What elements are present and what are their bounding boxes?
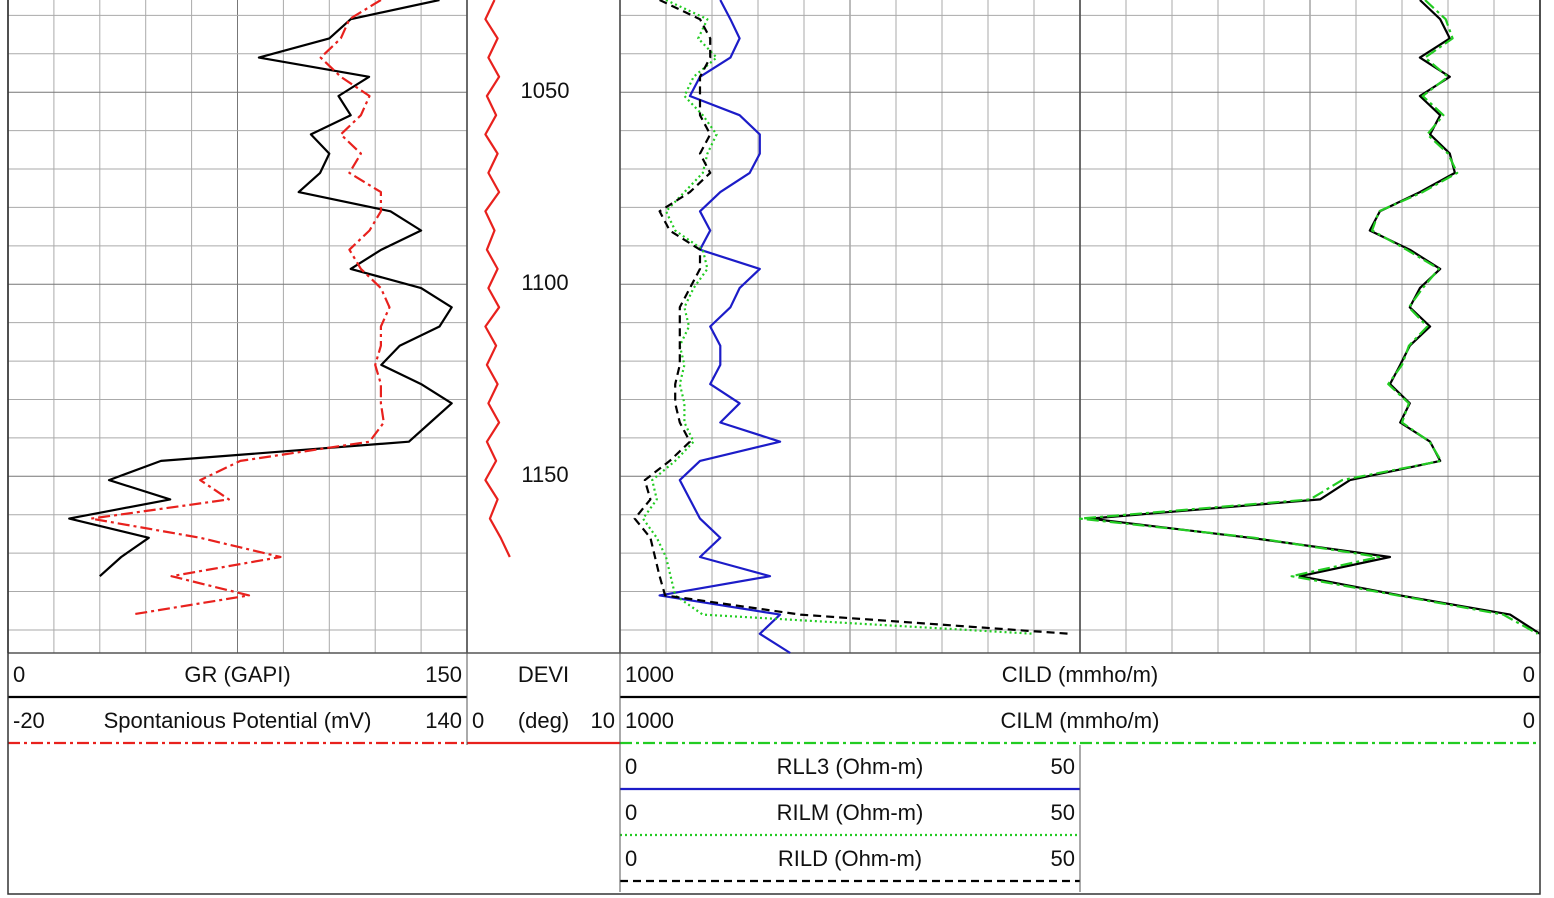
frame <box>7 0 1541 895</box>
scale-max: 0 <box>1523 708 1535 733</box>
log-curve <box>68 0 453 578</box>
scale-min: -20 <box>13 708 45 733</box>
legend-name: CILD (mmho/m) <box>1002 662 1158 687</box>
legend-name: DEVI <box>518 662 569 687</box>
legend-name: CILM (mmho/m) <box>1001 708 1160 733</box>
scale-max: 10 <box>591 708 615 733</box>
scale-min: 0 <box>625 846 637 871</box>
scale-min: 1000 <box>625 662 674 687</box>
log-curve <box>658 0 791 654</box>
scale-min: 0 <box>472 708 484 733</box>
scale-min: 0 <box>625 800 637 825</box>
legend-name: Spontanious Potential (mV) <box>104 708 372 733</box>
scale-max: 50 <box>1051 846 1075 871</box>
log-curve <box>1089 0 1541 635</box>
log-curve <box>1078 0 1539 635</box>
legend-name: RILD (Ohm-m) <box>778 846 922 871</box>
scale-max: 50 <box>1051 754 1075 779</box>
scale-max: 150 <box>425 662 462 687</box>
log-curve <box>641 0 1035 635</box>
depth-label: 1100 <box>521 270 568 295</box>
legend-name: GR (GAPI) <box>184 662 290 687</box>
log-curve <box>90 0 391 616</box>
log-curve <box>633 0 1070 635</box>
depth-label: 1050 <box>521 78 570 103</box>
depth-label: 1150 <box>521 462 568 487</box>
scale-max: 140 <box>425 708 462 733</box>
log-curve <box>484 0 511 558</box>
legend-name: RLL3 (Ohm-m) <box>777 754 924 779</box>
scale-min: 0 <box>13 662 25 687</box>
legend-unit: (deg) <box>518 708 569 733</box>
scale-min: 0 <box>625 754 637 779</box>
scale-max: 0 <box>1523 662 1535 687</box>
scale-max: 50 <box>1051 800 1075 825</box>
legend-name: RILM (Ohm-m) <box>777 800 924 825</box>
scale-min: 1000 <box>625 708 674 733</box>
